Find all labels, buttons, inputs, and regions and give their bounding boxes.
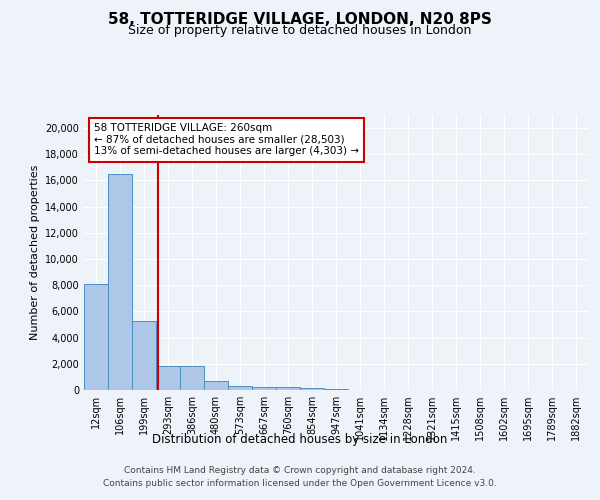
Bar [132, 320, 156, 390]
Bar [324, 388, 348, 390]
Bar [84, 284, 108, 390]
Text: Size of property relative to detached houses in London: Size of property relative to detached ho… [128, 24, 472, 37]
Y-axis label: Number of detached properties: Number of detached properties [30, 165, 40, 340]
Bar [228, 386, 252, 390]
Bar [300, 388, 324, 390]
Bar [204, 381, 228, 390]
Bar [252, 386, 276, 390]
Bar [276, 388, 300, 390]
Text: 58, TOTTERIDGE VILLAGE, LONDON, N20 8PS: 58, TOTTERIDGE VILLAGE, LONDON, N20 8PS [108, 12, 492, 28]
Bar [156, 366, 180, 390]
Text: Contains public sector information licensed under the Open Government Licence v3: Contains public sector information licen… [103, 479, 497, 488]
Text: 58 TOTTERIDGE VILLAGE: 260sqm
← 87% of detached houses are smaller (28,503)
13% : 58 TOTTERIDGE VILLAGE: 260sqm ← 87% of d… [94, 123, 359, 156]
Bar [108, 174, 132, 390]
Bar [180, 366, 204, 390]
Text: Contains HM Land Registry data © Crown copyright and database right 2024.: Contains HM Land Registry data © Crown c… [124, 466, 476, 475]
Text: Distribution of detached houses by size in London: Distribution of detached houses by size … [152, 432, 448, 446]
